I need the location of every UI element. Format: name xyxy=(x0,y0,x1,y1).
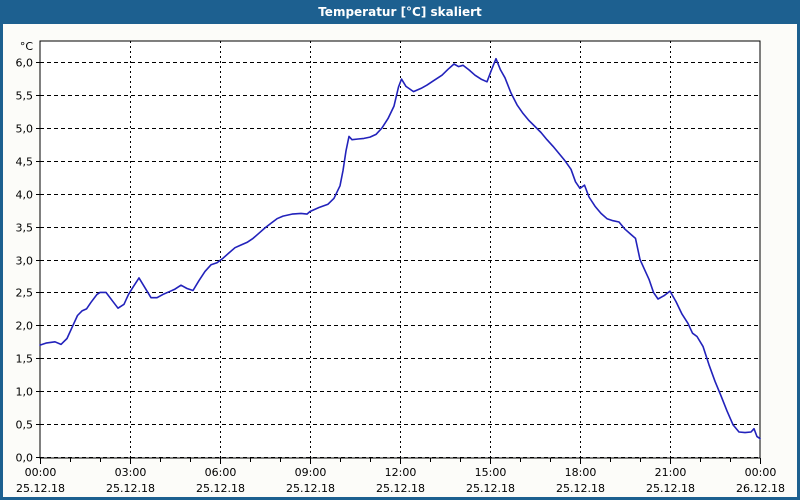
y-tick-label: 3,0 xyxy=(16,255,34,268)
y-tick-label: 4,5 xyxy=(16,156,34,169)
temperature-chart: 6,0 5,5 5,0 4,5 4,0 3,5 3,0 2,5 2,0 1,5 1,0 0,5 0,0 °… xyxy=(16,40,785,495)
y-tick-label: 0,0 xyxy=(16,452,34,465)
x-tick-time-label: 03:00 xyxy=(115,466,147,479)
x-tick-time-label: 09:00 xyxy=(295,466,327,479)
plot-frame xyxy=(39,40,761,459)
x-tick-date-label: 25.12.18 xyxy=(196,482,245,495)
window-border-left xyxy=(0,24,3,500)
y-tick-label: 1,0 xyxy=(16,386,34,399)
y-tick-label: 2,5 xyxy=(16,287,34,300)
x-tick-time-label: 15:00 xyxy=(475,466,507,479)
x-tick-time-label: 18:00 xyxy=(565,466,597,479)
x-tick-date-label: 25.12.18 xyxy=(466,482,515,495)
y-tick-label: 2,0 xyxy=(16,320,34,333)
y-tick-label: 6,0 xyxy=(16,57,34,70)
y-axis-unit-label: °C xyxy=(20,40,34,53)
x-tick-time-label: 00:00 xyxy=(25,466,57,479)
x-tick-time-label: 21:00 xyxy=(655,466,687,479)
x-tick-date-label: 25.12.18 xyxy=(556,482,605,495)
window-title: Temperatur [°C] skaliert xyxy=(318,5,482,19)
x-tick-time-label: 12:00 xyxy=(385,466,417,479)
x-tick-date-label: 25.12.18 xyxy=(106,482,155,495)
y-tick-label: 5,0 xyxy=(16,123,34,136)
x-tick-date-label: 25.12.18 xyxy=(646,482,695,495)
temperature-series-line xyxy=(39,57,761,440)
x-tick-date-label: 25.12.18 xyxy=(286,482,335,495)
x-tick-date-label: 26.12.18 xyxy=(736,482,785,495)
title-bar: Temperatur [°C] skaliert xyxy=(0,0,800,24)
window-border-bottom xyxy=(0,497,800,500)
y-tick-label: 4,0 xyxy=(16,189,34,202)
window-border-right xyxy=(797,24,800,500)
y-tick-label: 5,5 xyxy=(16,90,34,103)
x-tick-date-label: 25.12.18 xyxy=(16,482,65,495)
x-tick-date-label: 25.12.18 xyxy=(376,482,425,495)
y-tick-label: 0,5 xyxy=(16,419,34,432)
y-tick-label: 3,5 xyxy=(16,222,34,235)
x-tick-time-label: 06:00 xyxy=(205,466,237,479)
y-tick-label: 1,5 xyxy=(16,353,34,366)
chart-client-area: 6,0 5,5 5,0 4,5 4,0 3,5 3,0 2,5 2,0 1,5 1,0 0,5 0,0 °… xyxy=(3,24,797,497)
x-tick-time-label: 00:00 xyxy=(745,466,777,479)
